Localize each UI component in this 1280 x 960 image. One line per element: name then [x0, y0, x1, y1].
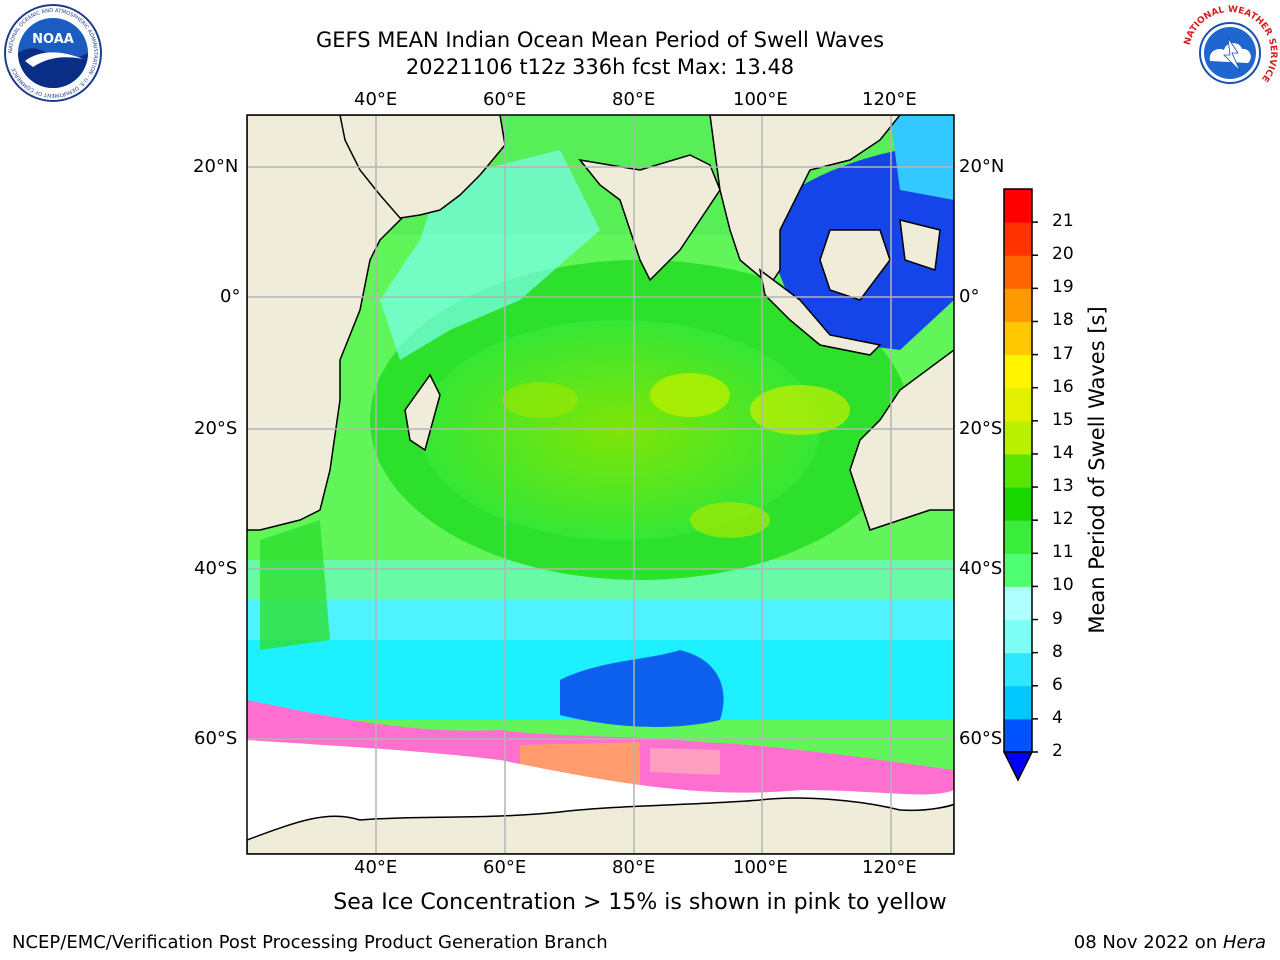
colorbar-frame [1003, 188, 1033, 753]
colorbar-tick-label: 17 [1052, 343, 1074, 364]
colorbar-tick-label: 9 [1052, 608, 1063, 629]
sea-ice-caption: Sea Ice Concentration > 15% is shown in … [333, 890, 947, 915]
low-period-pool [560, 650, 724, 727]
lon-label-bottom-60e: 60°E [483, 857, 527, 878]
colorbar-tick-label: 8 [1052, 641, 1063, 662]
footer-machine: Hera [1222, 932, 1266, 953]
footer-date-text: 08 Nov 2022 on [1073, 932, 1223, 953]
lat-label-right-20s: 20°S [959, 418, 1003, 439]
colorbar-segment [1004, 453, 1032, 488]
lon-label-top-60e: 60°E [483, 89, 527, 110]
antarctica-land [247, 797, 954, 854]
noaa-logo: NATIONAL OCEANIC AND ATMOSPHERIC ADMINIS… [4, 4, 102, 102]
colorbar-segment [1004, 685, 1032, 720]
india-land [578, 154, 721, 282]
map-field [247, 115, 954, 854]
lon-label-bottom-120e: 120°E [862, 857, 917, 878]
lat-label-right-40s: 40°S [959, 558, 1003, 579]
lon-label-top-40e: 40°E [354, 89, 398, 110]
nws-logo: NATIONAL WEATHER SERVICE [1182, 5, 1278, 101]
colorbar-segment [1004, 619, 1032, 654]
se-asia-land [709, 115, 901, 287]
colorbar-tick-label: 6 [1052, 674, 1063, 695]
colorbar-tick-label: 19 [1052, 277, 1074, 298]
noaa-text: NOAA [32, 32, 74, 47]
lat-label-right-0: 0° [959, 286, 980, 307]
map-frame [246, 114, 955, 855]
lat-label-left-0: 0° [220, 286, 241, 307]
colorbar-segment [1004, 222, 1032, 256]
lon-label-bottom-80e: 80°E [612, 857, 656, 878]
colorbar-title: Mean Period of Swell Waves [s] [1085, 306, 1109, 634]
colorbar-segment [1004, 420, 1032, 455]
lon-label-top-120e: 120°E [862, 89, 917, 110]
map-grid [247, 115, 954, 854]
colorbar-segment [1004, 718, 1032, 753]
colorbar-tick-label: 13 [1052, 476, 1074, 497]
colorbar-segment [1004, 520, 1032, 554]
lon-label-top-100e: 100°E [733, 89, 788, 110]
footer-credit: NCEP/EMC/Verification Post Processing Pr… [12, 932, 608, 953]
lat-label-left-20n: 20°N [193, 156, 239, 177]
colorbar-segment [1004, 321, 1032, 356]
colorbar-segment [1004, 189, 1032, 223]
colorbar-segment [1004, 553, 1032, 587]
lon-label-bottom-100e: 100°E [733, 857, 788, 878]
colorbar-tick-label: 12 [1052, 509, 1074, 530]
lat-label-right-20n: 20°N [959, 156, 1005, 177]
colorbar-segment [1004, 487, 1032, 521]
lat-label-right-60s: 60°S [959, 728, 1003, 749]
colorbar-tick-label: 21 [1052, 211, 1074, 232]
colorbar-segment [1004, 354, 1032, 389]
colorbar-tick-label: 10 [1052, 575, 1074, 596]
chart-title: GEFS MEAN Indian Ocean Mean Period of Sw… [315, 28, 885, 52]
colorbar-tick-label: 16 [1052, 376, 1074, 397]
colorbar-segment [1004, 387, 1032, 422]
lat-label-left-20s: 20°S [194, 418, 238, 439]
lon-label-bottom-40e: 40°E [354, 857, 398, 878]
lat-label-left-40s: 40°S [194, 558, 238, 579]
lat-label-left-60s: 60°S [194, 728, 238, 749]
colorbar-segment [1004, 586, 1032, 621]
colorbar-tick-label: 4 [1052, 707, 1063, 728]
footer-date: 08 Nov 2022 on Hera [1074, 932, 1266, 953]
colorbar [1002, 188, 1038, 782]
colorbar-tick-label: 20 [1052, 244, 1074, 265]
colorbar-tick-label: 18 [1052, 310, 1074, 331]
colorbar-tick-label: 15 [1052, 409, 1074, 430]
colorbar-segment [1004, 652, 1032, 687]
colorbar-tick-label: 2 [1052, 741, 1063, 761]
chart-subtitle: 20221106 t12z 336h fcst Max: 13.48 [405, 55, 795, 79]
madagascar-land [404, 373, 441, 452]
colorbar-tick-label: 14 [1052, 442, 1074, 463]
colorbar-extend-arrow [1002, 751, 1034, 782]
australia-land [849, 349, 954, 531]
lon-label-top-80e: 80°E [612, 89, 656, 110]
colorbar-segment [1004, 288, 1032, 322]
borneo-land [819, 229, 891, 301]
colorbar-segment [1004, 255, 1032, 289]
colorbar-tick-label: 11 [1052, 542, 1074, 563]
